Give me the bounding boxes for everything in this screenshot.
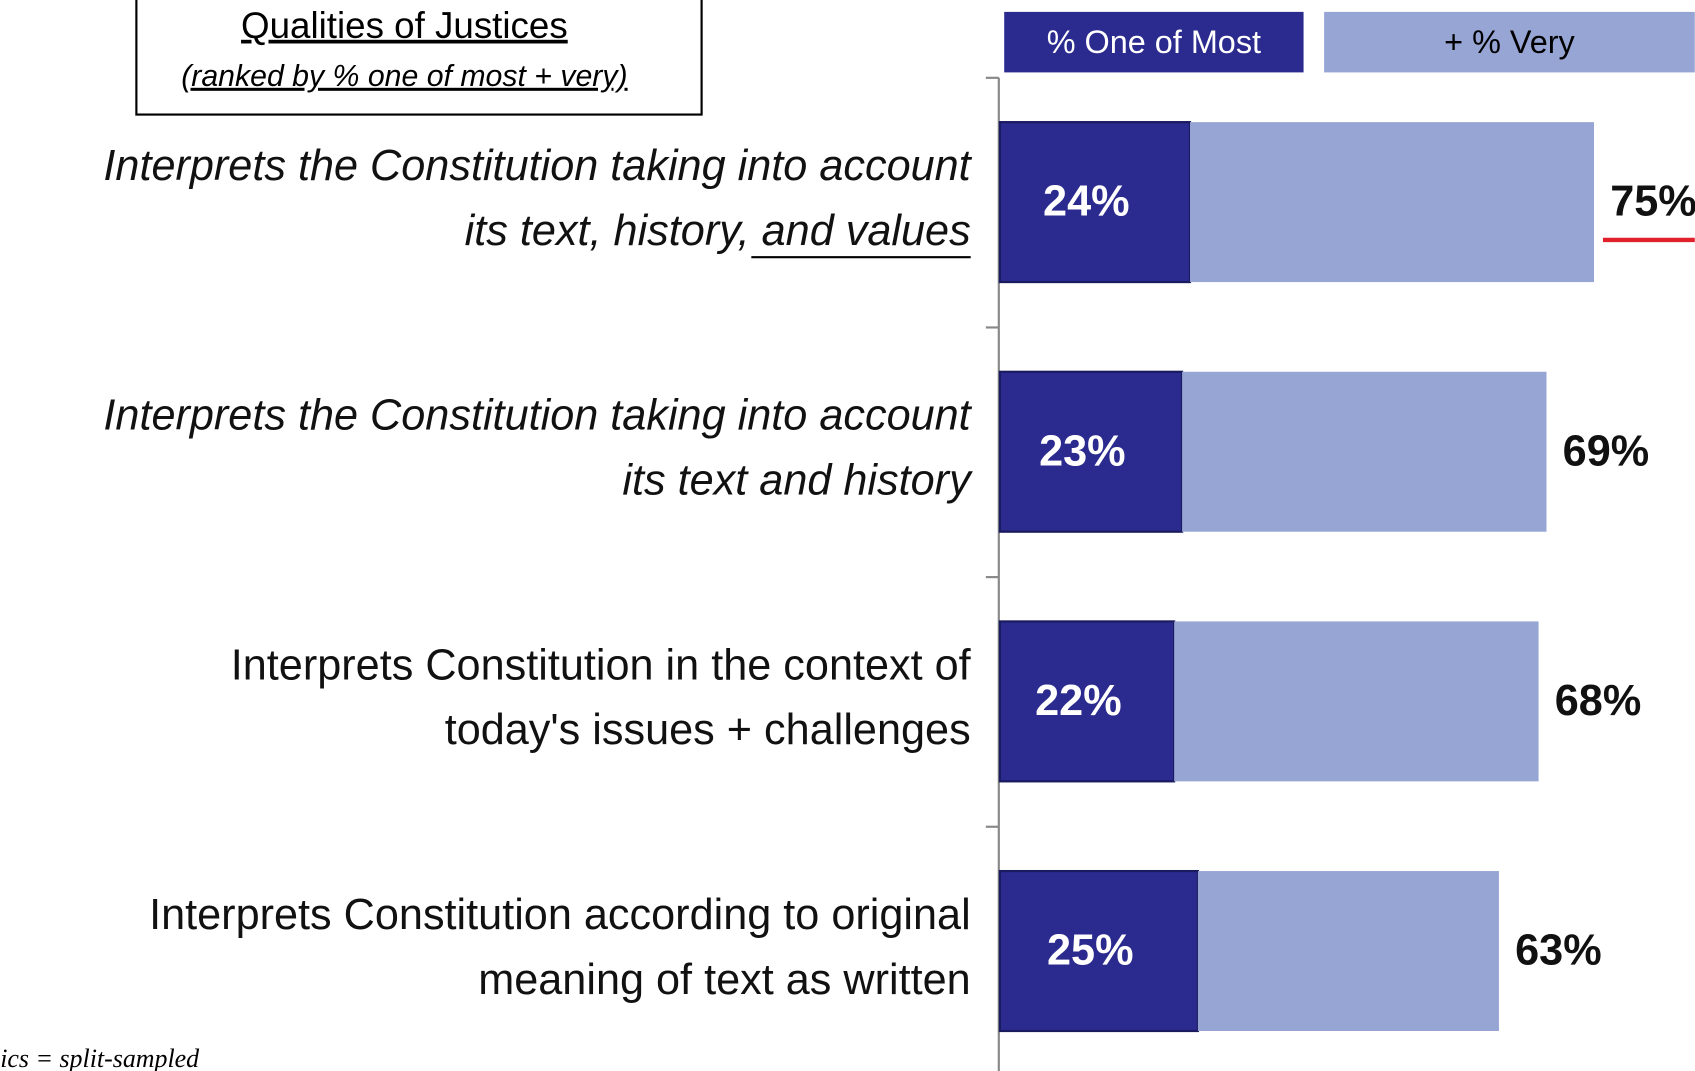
legend-swatch <box>1324 11 1695 73</box>
bar-value-label: 25% <box>1047 927 1134 975</box>
title-box <box>135 0 703 116</box>
total-label: 69% <box>1563 427 1650 475</box>
legend-label: + % Very <box>1444 24 1575 60</box>
bar-value-label: 24% <box>1043 178 1130 226</box>
legend-label: % One of Most <box>1047 24 1261 60</box>
bar-segment <box>1197 871 1499 1032</box>
category-label: its text, history, and values <box>465 207 971 255</box>
category-label: today's issues + challenges <box>445 706 971 754</box>
category-label: meaning of text as written <box>478 956 970 1004</box>
category-label: its text and history <box>622 457 973 505</box>
total-label: 68% <box>1555 677 1642 725</box>
bar-value-label: 23% <box>1039 427 1126 475</box>
chart-subtitle: (ranked by % one of most + very) <box>181 60 627 93</box>
bar-segment <box>1182 371 1547 532</box>
total-label: 75% <box>1610 178 1695 226</box>
chart-title: Qualities of Justices <box>241 5 568 46</box>
category-label: Interprets Constitution in the context o… <box>231 641 972 689</box>
note: ics = split-sampled <box>0 1044 200 1071</box>
bar-segment <box>1174 621 1539 782</box>
category-label: Interprets Constitution according to ori… <box>149 891 971 939</box>
bar-segment <box>998 620 1176 783</box>
legend-swatch <box>1004 11 1304 73</box>
category-label: Interprets the Constitution taking into … <box>103 142 972 190</box>
bar-segment <box>1190 122 1595 283</box>
total-label: 63% <box>1515 927 1602 975</box>
bar-value-label: 22% <box>1035 677 1122 725</box>
category-label: Interprets the Constitution taking into … <box>103 392 972 440</box>
